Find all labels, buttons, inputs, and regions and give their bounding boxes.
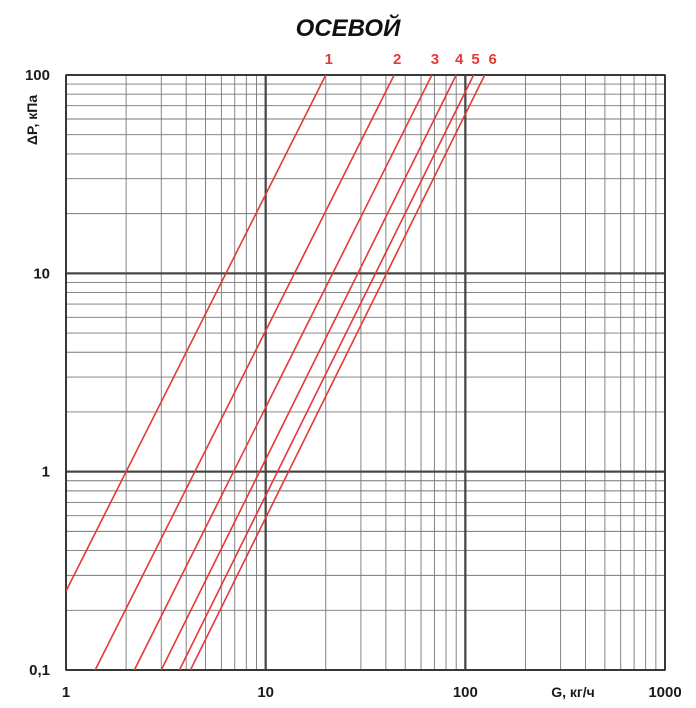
x-tick-labels: 1 10 100 1000	[62, 684, 682, 701]
y-axis-label: ΔP, кПа	[24, 95, 40, 145]
series-line-3	[133, 74, 433, 671]
x-tick-label: 10	[257, 684, 274, 701]
y-tick-labels: 0,1 1 10 100	[25, 67, 50, 679]
x-axis-label: G, кг/ч	[551, 684, 595, 700]
minor-grid	[66, 75, 665, 670]
series-line-5	[178, 74, 475, 671]
series-label-5: 5	[471, 51, 479, 68]
series-label-2: 2	[393, 51, 401, 68]
y-tick-label: 1	[42, 464, 50, 481]
plot-frame	[65, 74, 666, 671]
x-tick-label: 1000	[648, 684, 681, 701]
series-label-3: 3	[431, 51, 439, 68]
y-tick-label: 100	[25, 67, 50, 84]
y-tick-label: 0,1	[29, 662, 50, 679]
x-tick-label: 100	[453, 684, 478, 701]
series-label-1: 1	[325, 51, 333, 68]
chart-title: ОСЕВОЙ	[296, 13, 401, 42]
series-line-4	[160, 74, 457, 671]
series-label-6: 6	[489, 51, 497, 68]
series-lines	[65, 74, 486, 671]
series-line-2	[94, 74, 395, 671]
series-line-6	[189, 74, 486, 671]
series-line-1	[65, 74, 327, 592]
x-tick-label: 1	[62, 684, 70, 701]
series-label-4: 4	[455, 51, 464, 68]
y-tick-label: 10	[33, 265, 50, 282]
